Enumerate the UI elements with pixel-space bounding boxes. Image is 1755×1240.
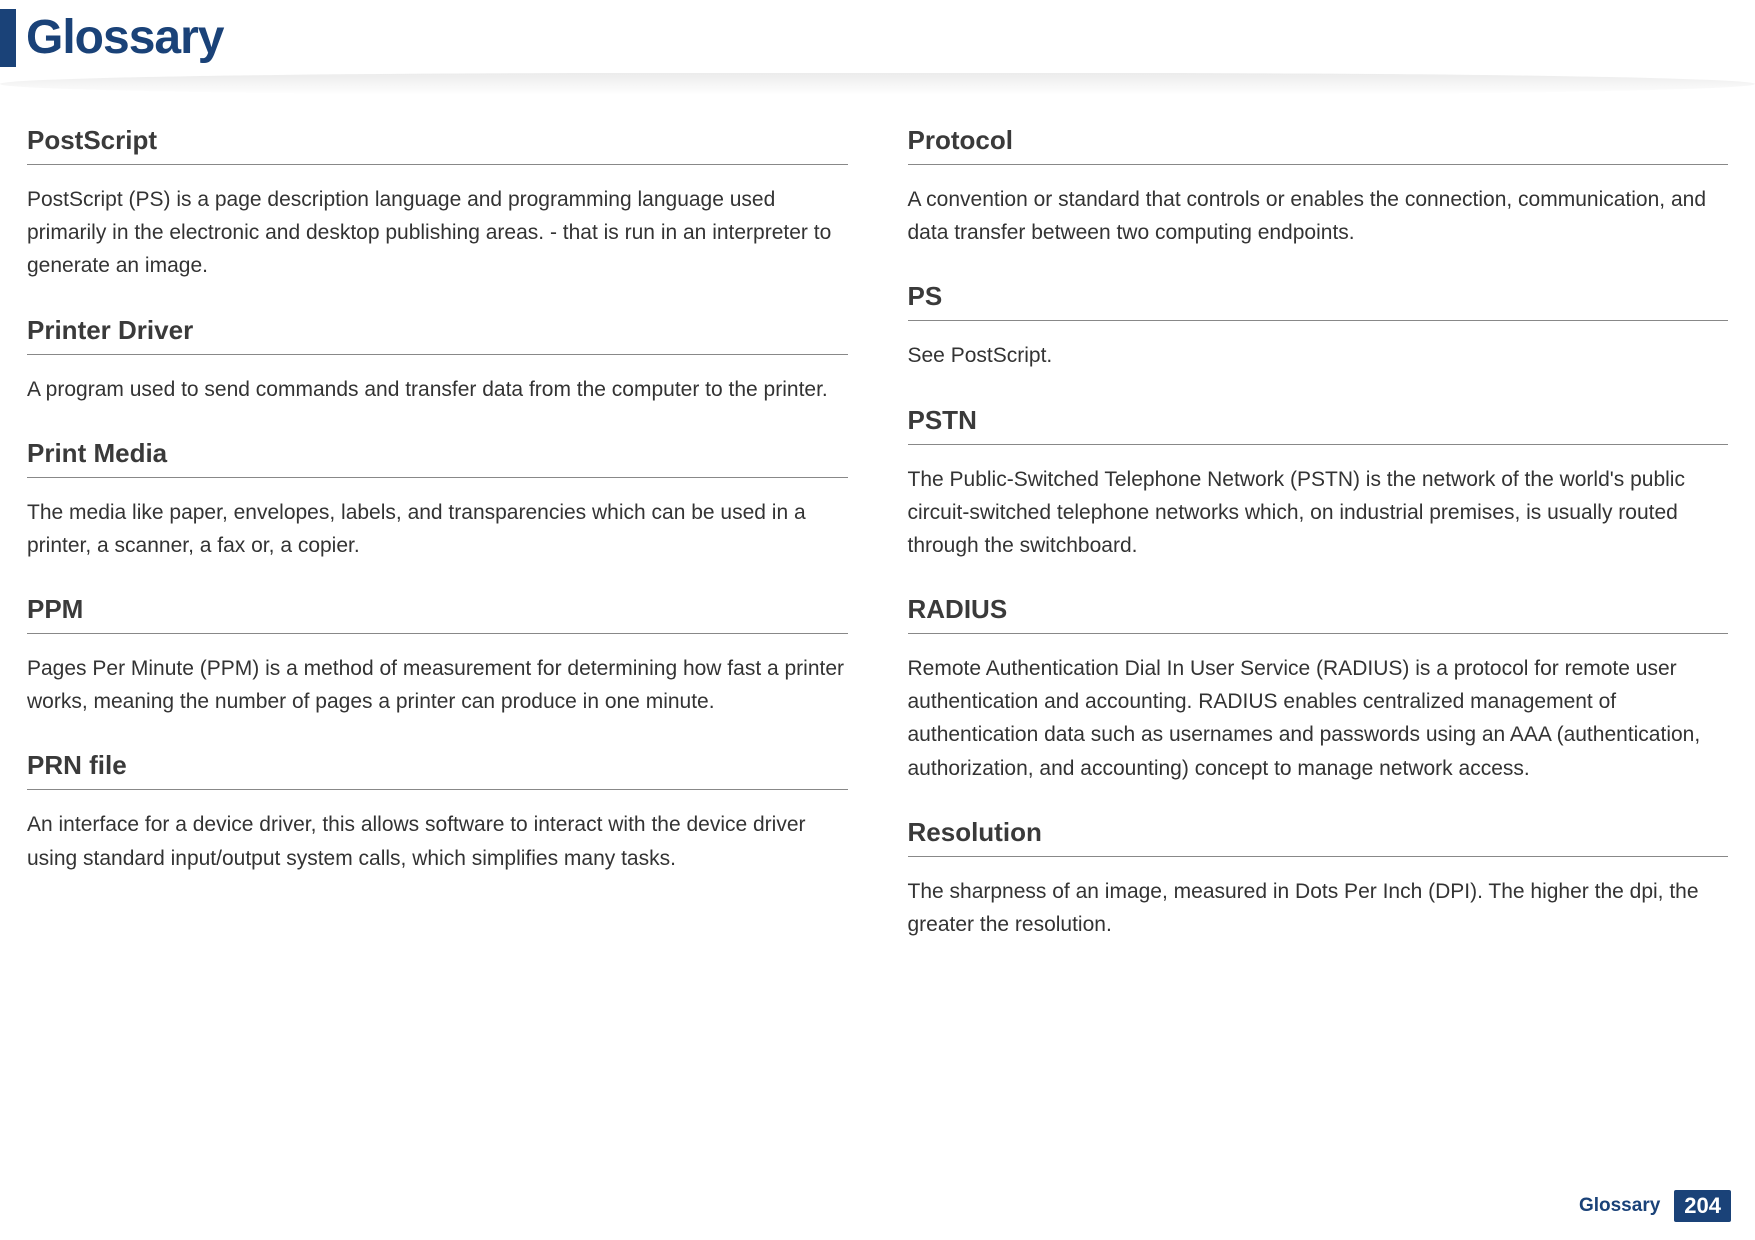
- entry-title: Printer Driver: [27, 315, 848, 355]
- entry-body: PostScript (PS) is a page description la…: [27, 183, 848, 283]
- glossary-entry: PS See PostScript.: [908, 281, 1729, 372]
- entry-title: PostScript: [27, 125, 848, 165]
- page-footer: Glossary 204: [1579, 1190, 1731, 1222]
- page-title: Glossary: [26, 10, 223, 65]
- glossary-entry: Print Media The media like paper, envelo…: [27, 438, 848, 562]
- entry-title: RADIUS: [908, 594, 1729, 634]
- entry-body: Remote Authentication Dial In User Servi…: [908, 652, 1729, 785]
- entry-title: Print Media: [27, 438, 848, 478]
- glossary-entry: Printer Driver A program used to send co…: [27, 315, 848, 406]
- entry-body: See PostScript.: [908, 339, 1729, 372]
- header-accent-bar: [0, 9, 16, 67]
- entry-title: PPM: [27, 594, 848, 634]
- glossary-entry: Resolution The sharpness of an image, me…: [908, 817, 1729, 941]
- entry-body: The Public-Switched Telephone Network (P…: [908, 463, 1729, 563]
- content-area: PostScript PostScript (PS) is a page des…: [0, 75, 1755, 973]
- glossary-entry: PostScript PostScript (PS) is a page des…: [27, 125, 848, 283]
- entry-title: Protocol: [908, 125, 1729, 165]
- glossary-entry: RADIUS Remote Authentication Dial In Use…: [908, 594, 1729, 785]
- page-header: Glossary: [0, 0, 1755, 75]
- glossary-entry: Protocol A convention or standard that c…: [908, 125, 1729, 249]
- entry-title: PSTN: [908, 405, 1729, 445]
- entry-body: A program used to send commands and tran…: [27, 373, 848, 406]
- right-column: Protocol A convention or standard that c…: [908, 125, 1729, 973]
- entry-body: An interface for a device driver, this a…: [27, 808, 848, 874]
- entry-body: The media like paper, envelopes, labels,…: [27, 496, 848, 562]
- glossary-entry: PRN file An interface for a device drive…: [27, 750, 848, 874]
- entry-title: PS: [908, 281, 1729, 321]
- entry-title: Resolution: [908, 817, 1729, 857]
- entry-body: A convention or standard that controls o…: [908, 183, 1729, 249]
- entry-body: Pages Per Minute (PPM) is a method of me…: [27, 652, 848, 718]
- left-column: PostScript PostScript (PS) is a page des…: [27, 125, 848, 973]
- glossary-entry: PSTN The Public-Switched Telephone Netwo…: [908, 405, 1729, 563]
- entry-title: PRN file: [27, 750, 848, 790]
- page-number: 204: [1674, 1190, 1731, 1222]
- footer-label: Glossary: [1579, 1195, 1660, 1217]
- entry-body: The sharpness of an image, measured in D…: [908, 875, 1729, 941]
- header-shadow: [0, 73, 1755, 95]
- glossary-entry: PPM Pages Per Minute (PPM) is a method o…: [27, 594, 848, 718]
